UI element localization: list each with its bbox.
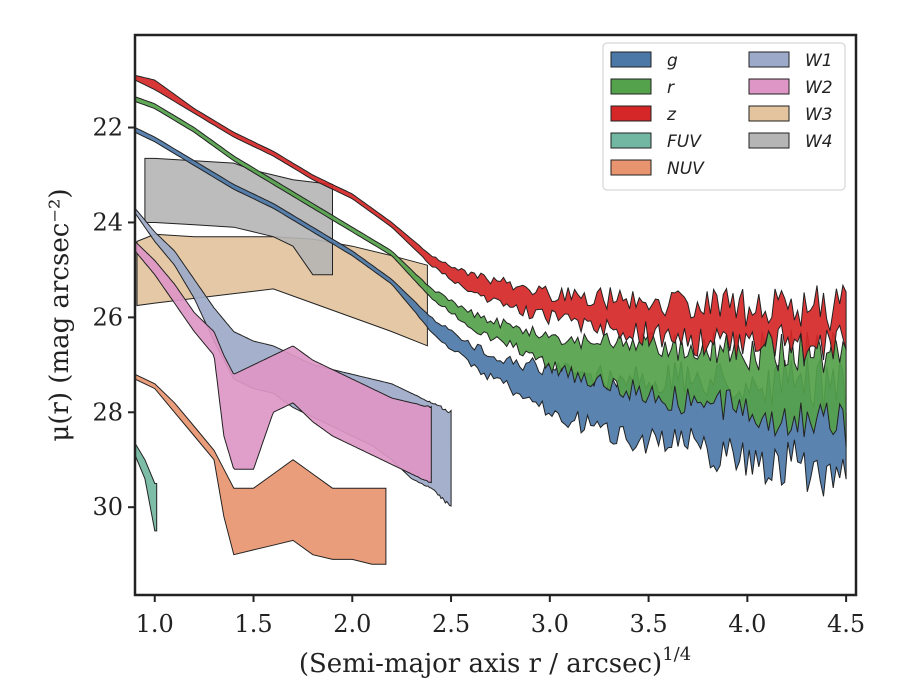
legend: grz FUV NUV W1 W2 W3 W4 [602,42,846,191]
band-r [134,95,847,447]
plot-frame [133,33,858,597]
legend-swatch-g [610,51,652,68]
legend-label-w2: W2 [805,78,833,98]
x-tick-label: 2.5 [432,610,470,638]
legend-label-g: g [667,51,678,71]
y-axis-ticks: 22 24 26 28 30 [92,114,135,521]
x-axis-label: (Semi-major axis r / arcsec)1/4 [299,644,691,679]
legend-swatch-w3 [748,105,790,122]
legend-label-fuv: FUV [667,132,702,152]
legend-label-r: r [667,78,675,98]
x-tick-label: 1.5 [234,610,272,638]
x-tick-label: 4.0 [728,610,766,638]
y-tick-label: 30 [92,493,123,521]
x-axis-label-superscript: 1/4 [662,644,691,665]
legend-label-w4: W4 [805,132,833,152]
x-tick-label: 3.5 [630,610,668,638]
y-tick-label: 22 [92,114,123,142]
x-tick-label: 1.0 [136,610,174,638]
band-nuv [134,373,387,565]
legend-swatch-w1 [748,51,790,68]
series-bands [134,74,847,565]
y-tick-label: 24 [92,208,123,236]
legend-swatch-fuv [610,132,652,149]
legend-swatch-r [610,78,652,95]
x-tick-label: 2.0 [333,610,371,638]
band-fuv [134,441,158,532]
x-tick-label: 3.0 [531,610,569,638]
legend-label-w1: W1 [805,51,833,71]
x-axis-ticks: 1.0 1.5 2.0 2.5 3.0 3.5 4.0 4.5 [136,595,865,638]
band-w2 [134,240,432,484]
legend-swatch-nuv [610,159,652,176]
legend-swatch-w4 [748,132,790,149]
legend-label-w3: W3 [805,105,833,125]
x-tick-label: 4.5 [827,610,865,638]
y-axis-label: μ(r) (mag arcsec⁻²) [45,188,75,441]
y-tick-label: 28 [92,398,123,426]
legend-swatch-w2 [748,78,790,95]
y-tick-label: 26 [92,303,123,331]
x-axis-label-text: (Semi-major axis r / arcsec) [299,649,662,679]
band-z [134,74,847,363]
legend-label-z: z [666,105,677,125]
legend-swatch-z [610,105,652,122]
legend-label-nuv: NUV [667,159,705,179]
